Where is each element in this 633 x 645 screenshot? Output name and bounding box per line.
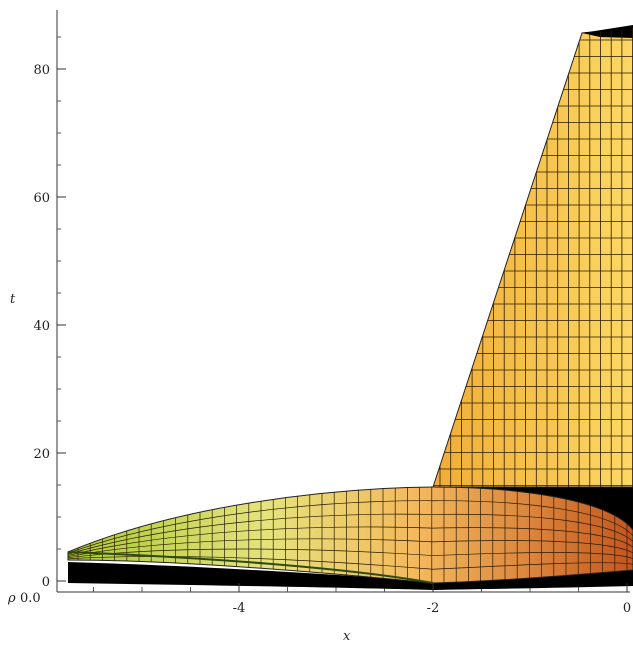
wall-base-shadow [433, 487, 633, 530]
x-axis-ticks: -4 -2 0 [233, 583, 631, 616]
x-tick-label: 0 [623, 601, 631, 616]
rho-tick-label: 0.0 [20, 591, 41, 606]
lens-shadow [68, 562, 633, 590]
x-tick-label: -4 [233, 601, 246, 616]
x-tick-label: -2 [427, 601, 440, 616]
t-axis-minor-ticks [57, 36, 61, 550]
x-axis-label: x [343, 629, 351, 644]
t-tick-label: 60 [33, 191, 50, 206]
t-tick-label: 80 [33, 63, 50, 78]
upper-wall-surface [432, 25, 633, 488]
t-axis-ticks: 0 20 40 60 80 [33, 63, 66, 590]
t-tick-label: 40 [33, 319, 50, 334]
rho-axis-label: ρ [7, 591, 16, 606]
t-tick-label: 20 [33, 447, 50, 462]
t-axis-label: t [10, 292, 16, 307]
t-tick-label: 0 [42, 575, 50, 590]
